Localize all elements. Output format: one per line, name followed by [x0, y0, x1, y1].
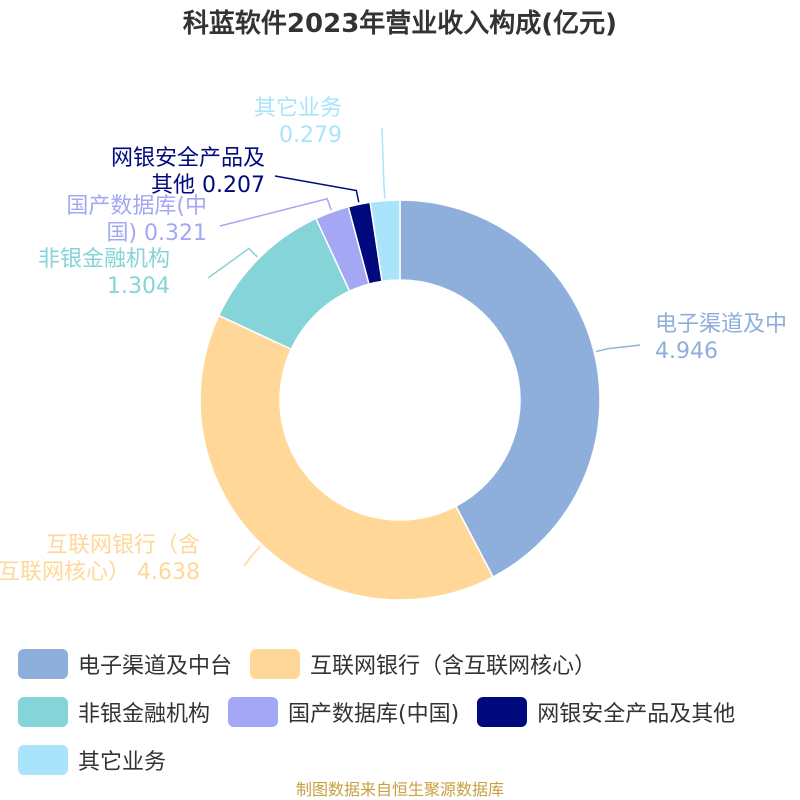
- legend-row-3: 其它业务: [18, 736, 798, 784]
- legend-row-1: 电子渠道及中台 互联网银行（含互联网核心）: [18, 640, 798, 688]
- legend: 电子渠道及中台 互联网银行（含互联网核心） 非银金融机构 国产数据库(中国) 网…: [18, 640, 798, 784]
- slice-label-4-line-0: 网银安全产品及: [111, 146, 265, 171]
- legend-label: 互联网银行（含互联网核心）: [310, 654, 597, 679]
- legend-label: 非银金融机构: [78, 702, 211, 727]
- slice-label-4-line-1: 其他 0.207: [151, 173, 265, 198]
- slice-label-1-line-1: 互联网核心） 4.638: [0, 560, 200, 585]
- legend-swatch: [18, 745, 68, 775]
- legend-item-security[interactable]: 网银安全产品及其他: [477, 696, 735, 728]
- leader-line-1: [243, 545, 262, 567]
- legend-label: 电子渠道及中台: [78, 654, 233, 679]
- slice-label-5-line-0: 其它业务: [254, 96, 342, 121]
- legend-label: 国产数据库(中国): [288, 702, 460, 727]
- legend-item-internet-bank[interactable]: 互联网银行（含互联网核心）: [250, 648, 596, 680]
- legend-row-2: 非银金融机构 国产数据库(中国) 网银安全产品及其他: [18, 688, 798, 736]
- chart-title: 科蓝软件2023年营业收入构成(亿元): [183, 8, 617, 39]
- slice-5[interactable]: [369, 199, 401, 283]
- legend-swatch: [477, 697, 528, 727]
- legend-label: 网银安全产品及其他: [537, 702, 736, 727]
- source-note: 制图数据来自恒生聚源数据库: [295, 780, 504, 799]
- legend-item-domestic-db[interactable]: 国产数据库(中国): [228, 696, 459, 728]
- slice-label-3-line-1: 国) 0.321: [106, 221, 207, 246]
- leader-line-4: [274, 175, 360, 203]
- leader-line-2: [207, 247, 258, 279]
- legend-item-electronic-channel[interactable]: 电子渠道及中台: [18, 648, 232, 680]
- slice-1[interactable]: [199, 314, 495, 601]
- slice-label-0-line-1: 4.946: [655, 339, 718, 364]
- legend-swatch: [228, 697, 279, 727]
- slices-group: [199, 199, 601, 601]
- legend-swatch: [18, 697, 68, 727]
- slice-0[interactable]: [399, 199, 601, 579]
- legend-label: 其它业务: [78, 750, 167, 775]
- leader-line-3: [219, 197, 332, 227]
- slice-label-5-line-1: 0.279: [279, 123, 342, 148]
- legend-swatch: [250, 649, 301, 679]
- legend-item-non-bank[interactable]: 非银金融机构: [18, 696, 210, 728]
- slice-label-0-line-0: 电子渠道及中: [655, 312, 787, 337]
- slice-label-2-line-0: 非银金融机构: [38, 247, 170, 272]
- legend-item-other[interactable]: 其它业务: [18, 744, 166, 776]
- slice-label-2-line-1: 1.304: [107, 274, 170, 299]
- leader-line-0: [595, 344, 641, 353]
- slice-label-1-line-0: 互联网银行（含: [46, 533, 200, 558]
- leader-line-5: [381, 127, 386, 199]
- legend-swatch: [18, 649, 68, 679]
- slice-label-3-line-0: 国产数据库(中: [66, 194, 207, 219]
